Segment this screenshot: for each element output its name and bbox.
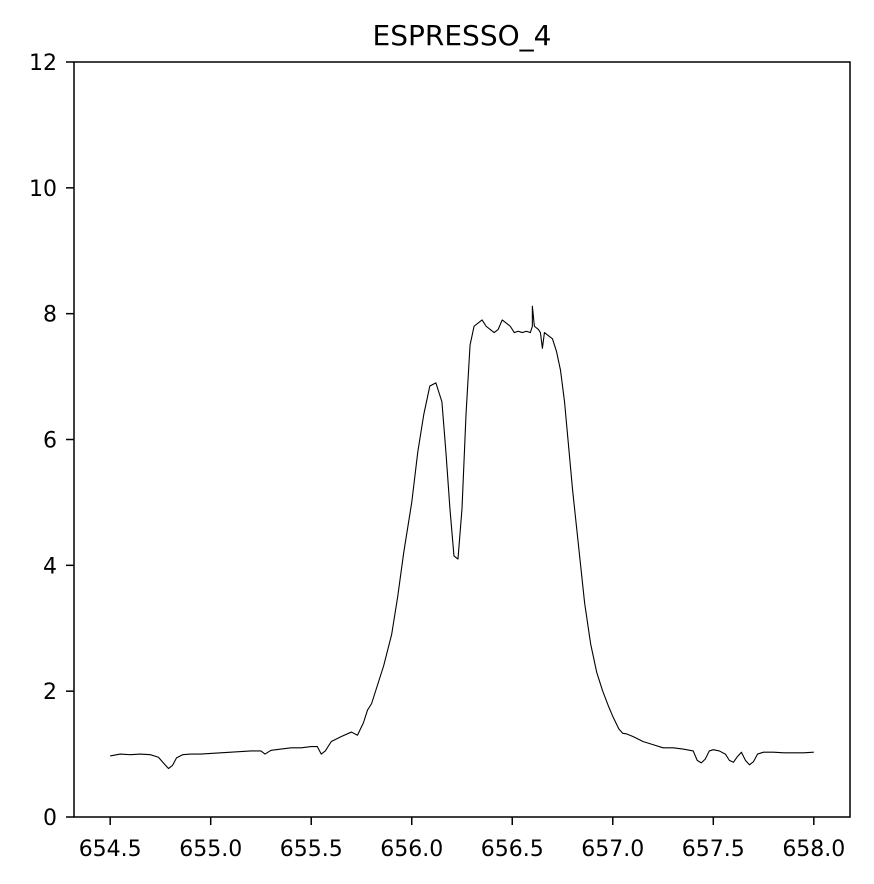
x-tick-label: 656.0: [380, 837, 443, 862]
y-tick-label: 0: [43, 806, 57, 831]
y-tick-label: 2: [43, 680, 57, 705]
x-tick-label: 656.5: [481, 837, 544, 862]
series-layer: [110, 305, 814, 770]
chart-title: ESPRESSO_4: [373, 19, 552, 52]
x-tick-label: 657.0: [581, 837, 644, 862]
x-tick-label: 658.0: [782, 837, 845, 862]
plot-frame: [73, 61, 851, 818]
y-tick-label: 4: [43, 554, 57, 579]
x-tick-label: 655.0: [179, 837, 242, 862]
axis-ticks: 654.5 655.0 655.5 656.0 656.5 657.0 657.5 658.0…: [29, 51, 845, 862]
x-tick-label: 654.5: [79, 837, 142, 862]
y-tick-label: 8: [43, 303, 57, 328]
y-tick-label: 6: [43, 429, 57, 454]
x-tick-label: 655.5: [280, 837, 343, 862]
y-tick-label: 12: [29, 51, 57, 76]
x-tick-label: 657.5: [682, 837, 745, 862]
y-tick-label: 10: [29, 177, 57, 202]
series-line-espresso-4: [110, 305, 814, 770]
